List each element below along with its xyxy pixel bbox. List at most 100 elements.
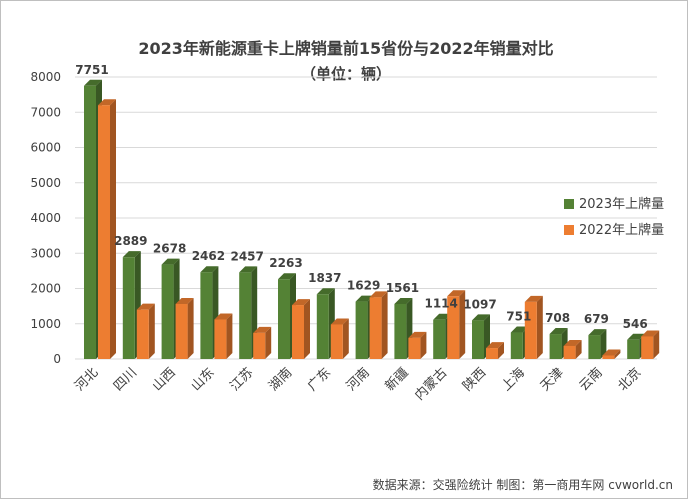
bar — [486, 342, 504, 359]
bar-front — [84, 85, 96, 359]
bar-front — [369, 297, 382, 359]
bar-top — [394, 297, 413, 304]
bar-front — [200, 272, 213, 359]
bar-top — [510, 326, 529, 333]
bars — [84, 79, 660, 359]
category-label: 云南 — [576, 365, 606, 395]
y-tick-label: 7000 — [30, 105, 61, 119]
category-label: 上海 — [499, 365, 528, 394]
bar — [253, 326, 272, 359]
y-tick-label: 3000 — [30, 246, 61, 260]
bar-front — [408, 337, 421, 359]
category-label: 江苏 — [227, 365, 257, 395]
category-label: 湖南 — [266, 365, 296, 395]
bar — [175, 298, 194, 359]
bar-side — [381, 291, 388, 359]
bar-side — [459, 290, 466, 359]
bar — [588, 329, 607, 359]
bar-top — [355, 295, 374, 302]
data-label: 751 — [506, 310, 531, 324]
bar-front — [239, 272, 252, 359]
bar — [98, 99, 116, 359]
legend-label: 2022年上牌量 — [579, 222, 664, 238]
category-label: 内蒙古 — [412, 365, 451, 404]
bar — [549, 328, 568, 359]
bar-top — [524, 295, 543, 302]
legend-swatch — [564, 199, 574, 209]
bar-side — [420, 331, 427, 359]
bar-side — [148, 303, 155, 359]
bar-top — [563, 339, 582, 346]
bar-top — [253, 326, 272, 333]
legend-swatch — [564, 225, 574, 235]
bar-front — [214, 319, 227, 359]
bar-top — [214, 313, 233, 320]
bar — [122, 251, 141, 359]
bar-front — [394, 303, 407, 359]
bar-front — [161, 264, 174, 359]
bar — [369, 291, 388, 359]
bar-top — [472, 314, 490, 321]
bar-top — [549, 328, 568, 335]
legend-label: 2023年上牌量 — [579, 196, 664, 212]
bar-top — [408, 331, 427, 338]
chart-subtitle: （单位：辆） — [301, 65, 391, 83]
bar-side — [575, 339, 582, 359]
bar — [292, 299, 310, 359]
bar-top — [239, 266, 258, 273]
bar-side — [304, 299, 310, 359]
data-label: 7751 — [75, 63, 108, 77]
bar-top — [278, 273, 296, 280]
bar-front — [602, 355, 615, 359]
bar-top — [84, 79, 102, 86]
bar-front — [98, 105, 110, 359]
data-label: 2263 — [269, 256, 302, 270]
bar-side — [226, 313, 233, 359]
y-tick-label: 0 — [53, 352, 61, 366]
bar-front — [510, 332, 523, 359]
bar — [641, 330, 660, 359]
data-label: 2462 — [192, 249, 225, 263]
category-label: 陕西 — [460, 365, 489, 394]
bar-top — [292, 299, 310, 306]
x-axis-categories: 河北 四川 山西 山东 江苏 湖南 广东 河南 新疆 内蒙古 陕西 上海 天津 云南 北京 — [72, 365, 644, 404]
bar — [447, 290, 466, 359]
bar-top — [98, 99, 116, 106]
data-label: 2889 — [114, 234, 147, 248]
data-label: 1561 — [386, 281, 419, 295]
category-label: 河南 — [343, 365, 373, 395]
bar-side — [110, 99, 116, 359]
bar-top — [447, 290, 466, 297]
bar-top — [486, 342, 504, 349]
category-label: 北京 — [615, 365, 644, 394]
bar-front — [472, 320, 484, 359]
bar-front — [433, 319, 446, 359]
bar-top — [588, 329, 607, 336]
bar-front — [588, 335, 601, 359]
y-tick-label: 8000 — [30, 70, 61, 84]
bar-front — [253, 332, 266, 359]
bar-front — [627, 339, 640, 359]
bar-front — [316, 294, 329, 359]
bar-top — [161, 258, 180, 265]
bar — [563, 339, 582, 359]
chart-title: 2023年新能源重卡上牌销量前15省份与2022年销量对比 — [138, 39, 553, 58]
bar-top — [602, 349, 621, 356]
bar-top — [627, 333, 646, 340]
bar-front — [524, 301, 537, 359]
category-label: 天津 — [538, 365, 567, 394]
bar-top — [136, 303, 155, 310]
data-label: 1629 — [347, 279, 380, 293]
category-label: 山西 — [150, 365, 179, 394]
bar — [602, 349, 621, 359]
y-tick-label: 5000 — [30, 176, 61, 190]
bar-side — [498, 342, 504, 359]
bar-front — [355, 301, 368, 359]
data-label: 1097 — [463, 297, 496, 311]
bar-front — [641, 336, 654, 359]
y-tick-label: 4000 — [30, 211, 61, 225]
bar — [136, 303, 155, 359]
bar-front — [175, 304, 188, 359]
